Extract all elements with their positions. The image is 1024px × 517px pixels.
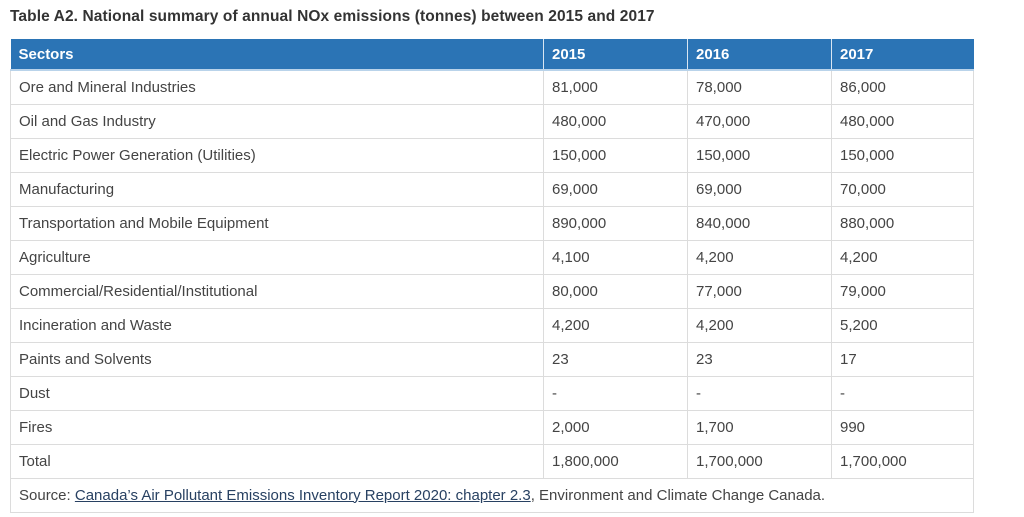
table-title: Table A2. National summary of annual NOx…: [10, 8, 655, 25]
table-row: Fires 2,000 1,700 990: [10, 409, 974, 445]
value-cell-2016: 78,000: [687, 69, 832, 105]
value-cell-2017: 70,000: [831, 171, 974, 207]
value-cell-2016: 840,000: [687, 205, 832, 241]
value-cell-2015: 2,000: [543, 409, 688, 445]
value-cell-2016: 77,000: [687, 273, 832, 309]
table-row: Agriculture 4,100 4,200 4,200: [10, 239, 974, 275]
sector-cell: Electric Power Generation (Utilities): [10, 137, 544, 173]
value-cell-2017: -: [831, 375, 974, 411]
value-cell-2016: 150,000: [687, 137, 832, 173]
value-cell-2015: 150,000: [543, 137, 688, 173]
value-cell-2017: 79,000: [831, 273, 974, 309]
sector-cell: Total: [10, 443, 544, 479]
table-row: Incineration and Waste 4,200 4,200 5,200: [10, 307, 974, 343]
value-cell-2017: 150,000: [831, 137, 974, 173]
table-row: Manufacturing 69,000 69,000 70,000: [10, 171, 974, 207]
value-cell-2016: 69,000: [687, 171, 832, 207]
source-prefix: Source:: [19, 486, 75, 504]
sector-cell: Fires: [10, 409, 544, 445]
column-header-sectors: Sectors: [10, 39, 544, 71]
source-cell: Source: Canada’s Air Pollutant Emissions…: [10, 477, 974, 513]
source-row: Source: Canada’s Air Pollutant Emissions…: [10, 477, 974, 513]
sector-cell: Incineration and Waste: [10, 307, 544, 343]
value-cell-2016: 23: [687, 341, 832, 377]
value-cell-2017: 480,000: [831, 103, 974, 139]
sector-cell: Oil and Gas Industry: [10, 103, 544, 139]
value-cell-2017: 4,200: [831, 239, 974, 275]
value-cell-2017: 17: [831, 341, 974, 377]
value-cell-2016: 1,700: [687, 409, 832, 445]
sector-cell: Paints and Solvents: [10, 341, 544, 377]
sector-cell: Transportation and Mobile Equipment: [10, 205, 544, 241]
value-cell-2015: 1,800,000: [543, 443, 688, 479]
value-cell-2015: 480,000: [543, 103, 688, 139]
value-cell-2017: 1,700,000: [831, 443, 974, 479]
column-header-2016: 2016: [687, 39, 832, 71]
value-cell-2017: 5,200: [831, 307, 974, 343]
value-cell-2015: 23: [543, 341, 688, 377]
table-row: Oil and Gas Industry 480,000 470,000 480…: [10, 103, 974, 139]
table-row: Dust - - -: [10, 375, 974, 411]
table-row: Paints and Solvents 23 23 17: [10, 341, 974, 377]
column-header-2015: 2015: [543, 39, 688, 71]
value-cell-2015: 80,000: [543, 273, 688, 309]
emissions-table: Sectors 2015 2016 2017 Ore and Mineral I…: [10, 39, 974, 513]
value-cell-2015: 4,200: [543, 307, 688, 343]
sector-cell: Manufacturing: [10, 171, 544, 207]
table-row: Transportation and Mobile Equipment 890,…: [10, 205, 974, 241]
value-cell-2016: 4,200: [687, 307, 832, 343]
value-cell-2016: 1,700,000: [687, 443, 832, 479]
value-cell-2015: -: [543, 375, 688, 411]
value-cell-2017: 880,000: [831, 205, 974, 241]
value-cell-2016: 470,000: [687, 103, 832, 139]
source-suffix: , Environment and Climate Change Canada.: [530, 486, 826, 504]
value-cell-2015: 890,000: [543, 205, 688, 241]
sector-cell: Ore and Mineral Industries: [10, 69, 544, 105]
header-row: Sectors 2015 2016 2017: [10, 39, 974, 71]
sector-cell: Dust: [10, 375, 544, 411]
value-cell-2016: -: [687, 375, 832, 411]
value-cell-2017: 990: [831, 409, 974, 445]
value-cell-2015: 4,100: [543, 239, 688, 275]
table-row: Ore and Mineral Industries 81,000 78,000…: [10, 69, 974, 105]
sector-cell: Agriculture: [10, 239, 544, 275]
table-row-total: Total 1,800,000 1,700,000 1,700,000: [10, 443, 974, 479]
sector-cell: Commercial/Residential/Institutional: [10, 273, 544, 309]
table-row: Commercial/Residential/Institutional 80,…: [10, 273, 974, 309]
source-link[interactable]: Canada’s Air Pollutant Emissions Invento…: [74, 486, 531, 504]
value-cell-2016: 4,200: [687, 239, 832, 275]
column-header-2017: 2017: [831, 39, 974, 71]
table-row: Electric Power Generation (Utilities) 15…: [10, 137, 974, 173]
value-cell-2015: 81,000: [543, 69, 688, 105]
value-cell-2015: 69,000: [543, 171, 688, 207]
value-cell-2017: 86,000: [831, 69, 974, 105]
